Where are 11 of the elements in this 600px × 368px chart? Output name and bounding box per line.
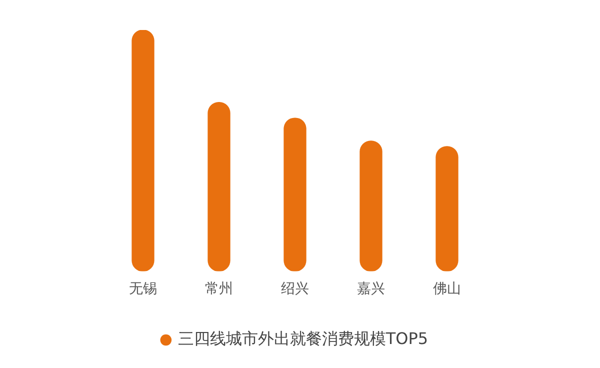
bar <box>360 140 382 272</box>
x-tick-label: 无锡 <box>129 281 157 298</box>
x-tick-label: 绍兴 <box>281 281 309 298</box>
bar <box>208 102 230 272</box>
bar <box>284 118 306 272</box>
x-tick-label: 嘉兴 <box>357 281 385 298</box>
x-tick-label: 佛山 <box>433 281 461 298</box>
x-tick-label: 常州 <box>205 281 233 298</box>
bar <box>436 146 458 272</box>
legend-label: 三四线城市外出就餐消费规模TOP5 <box>178 329 428 348</box>
bar <box>132 30 154 272</box>
